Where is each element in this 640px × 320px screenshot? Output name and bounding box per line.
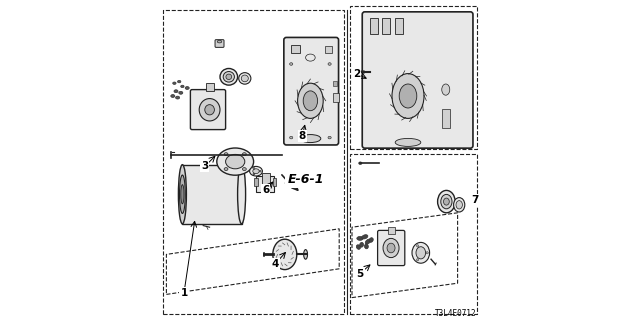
Ellipse shape bbox=[356, 245, 360, 249]
Ellipse shape bbox=[426, 252, 428, 254]
Bar bbox=[383, 18, 390, 34]
Text: 3: 3 bbox=[201, 161, 209, 172]
Ellipse shape bbox=[365, 239, 371, 244]
Bar bbox=[256, 176, 274, 192]
Ellipse shape bbox=[289, 136, 293, 139]
Ellipse shape bbox=[239, 73, 251, 84]
Bar bbox=[254, 178, 259, 186]
Bar bbox=[206, 83, 214, 91]
Ellipse shape bbox=[250, 166, 262, 176]
Ellipse shape bbox=[417, 259, 419, 261]
Bar bbox=[333, 93, 339, 102]
Text: 5: 5 bbox=[356, 268, 364, 279]
Ellipse shape bbox=[177, 80, 181, 83]
Ellipse shape bbox=[438, 190, 455, 213]
Bar bbox=[442, 109, 450, 128]
Ellipse shape bbox=[226, 155, 244, 169]
Ellipse shape bbox=[357, 236, 364, 240]
Text: 7: 7 bbox=[472, 195, 479, 205]
Text: 2: 2 bbox=[353, 68, 360, 79]
Ellipse shape bbox=[417, 245, 419, 247]
Text: 6: 6 bbox=[262, 185, 269, 196]
Ellipse shape bbox=[412, 243, 429, 263]
Ellipse shape bbox=[328, 63, 332, 65]
Ellipse shape bbox=[328, 136, 332, 139]
Ellipse shape bbox=[179, 92, 183, 94]
Ellipse shape bbox=[179, 175, 186, 213]
Bar bbox=[388, 227, 394, 234]
Ellipse shape bbox=[304, 250, 308, 259]
Ellipse shape bbox=[179, 164, 186, 224]
FancyBboxPatch shape bbox=[362, 12, 473, 148]
Text: T3L4E0712: T3L4E0712 bbox=[435, 309, 477, 318]
Ellipse shape bbox=[303, 91, 317, 111]
Ellipse shape bbox=[416, 247, 426, 259]
Ellipse shape bbox=[205, 105, 214, 115]
Bar bbox=[182, 165, 242, 224]
Ellipse shape bbox=[360, 243, 364, 247]
Ellipse shape bbox=[174, 90, 178, 93]
Ellipse shape bbox=[185, 86, 189, 89]
Ellipse shape bbox=[362, 235, 368, 239]
Ellipse shape bbox=[396, 138, 421, 146]
FancyBboxPatch shape bbox=[215, 40, 224, 47]
Ellipse shape bbox=[253, 168, 255, 169]
Bar bbox=[351, 6, 477, 149]
Ellipse shape bbox=[369, 238, 373, 242]
Ellipse shape bbox=[456, 201, 463, 209]
Ellipse shape bbox=[253, 173, 255, 175]
Text: E-6-1: E-6-1 bbox=[287, 173, 324, 186]
Bar bbox=[351, 154, 477, 314]
Bar bbox=[273, 178, 276, 186]
FancyBboxPatch shape bbox=[191, 90, 226, 130]
Ellipse shape bbox=[441, 194, 452, 209]
Bar bbox=[291, 45, 300, 53]
Ellipse shape bbox=[181, 185, 184, 204]
Text: 1: 1 bbox=[180, 288, 188, 298]
Ellipse shape bbox=[243, 153, 246, 156]
FancyBboxPatch shape bbox=[284, 37, 339, 145]
Ellipse shape bbox=[305, 54, 315, 61]
Ellipse shape bbox=[241, 75, 248, 82]
Ellipse shape bbox=[199, 99, 220, 121]
Ellipse shape bbox=[224, 153, 228, 156]
Ellipse shape bbox=[237, 164, 246, 224]
Ellipse shape bbox=[289, 63, 293, 65]
Bar bbox=[333, 81, 337, 86]
Ellipse shape bbox=[171, 94, 175, 97]
Text: 4: 4 bbox=[271, 259, 279, 269]
Bar bbox=[163, 10, 344, 314]
Ellipse shape bbox=[217, 148, 253, 175]
Ellipse shape bbox=[259, 170, 261, 172]
Ellipse shape bbox=[444, 198, 449, 205]
Ellipse shape bbox=[253, 169, 259, 173]
Ellipse shape bbox=[392, 74, 424, 118]
Ellipse shape bbox=[362, 71, 365, 73]
Ellipse shape bbox=[358, 162, 362, 164]
Ellipse shape bbox=[217, 40, 222, 43]
Bar bbox=[325, 46, 332, 53]
Ellipse shape bbox=[387, 243, 395, 253]
Ellipse shape bbox=[173, 82, 176, 84]
Ellipse shape bbox=[300, 134, 321, 143]
Ellipse shape bbox=[383, 238, 399, 258]
Bar bbox=[262, 173, 270, 186]
Ellipse shape bbox=[454, 197, 465, 212]
Ellipse shape bbox=[175, 96, 180, 99]
Ellipse shape bbox=[223, 72, 234, 82]
Ellipse shape bbox=[226, 74, 232, 79]
Ellipse shape bbox=[364, 244, 369, 249]
Ellipse shape bbox=[243, 168, 246, 171]
Ellipse shape bbox=[399, 84, 417, 108]
Ellipse shape bbox=[224, 168, 228, 171]
Ellipse shape bbox=[220, 68, 237, 85]
Bar bbox=[396, 18, 403, 34]
Ellipse shape bbox=[298, 83, 323, 118]
FancyBboxPatch shape bbox=[378, 230, 405, 266]
Bar bbox=[370, 18, 378, 34]
Ellipse shape bbox=[273, 239, 297, 269]
Text: 8: 8 bbox=[299, 131, 306, 141]
Ellipse shape bbox=[442, 84, 450, 95]
Ellipse shape bbox=[180, 85, 184, 88]
